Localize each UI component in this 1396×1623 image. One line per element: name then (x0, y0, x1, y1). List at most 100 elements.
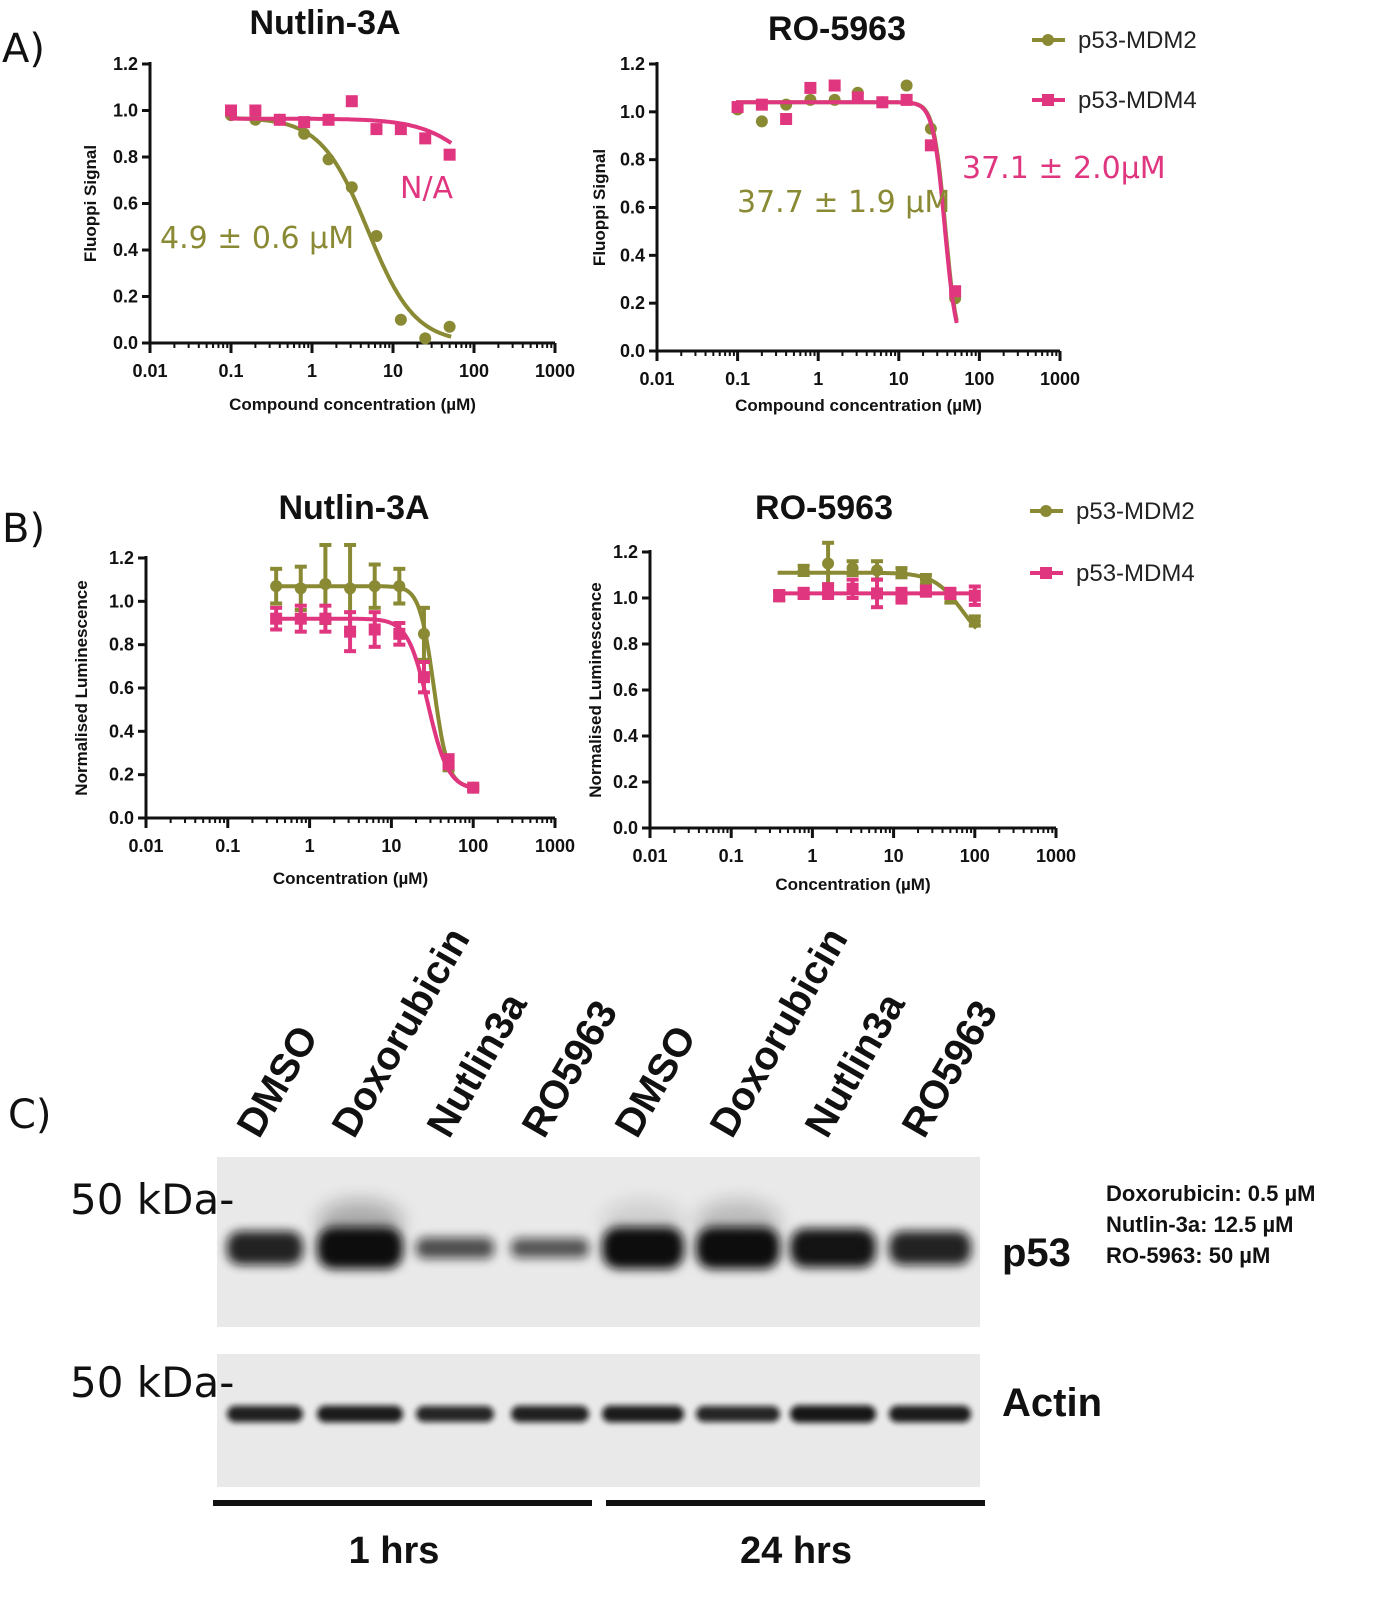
y-tick-label: 0.4 (113, 240, 138, 260)
series-mdm4 (270, 603, 480, 794)
data-point-mdm4 (344, 625, 357, 638)
p53-band (317, 1227, 403, 1269)
data-point-mdm2 (919, 573, 932, 586)
y-tick-label: 1.2 (113, 54, 138, 74)
ec50-annotation-mdm4: 37.1 ± 2.0µM (962, 151, 1166, 186)
data-point-mdm2 (393, 580, 406, 593)
p53-mw-marker: 50 kDa- (70, 1175, 234, 1224)
data-point-mdm4 (919, 585, 932, 598)
p53-band (227, 1231, 303, 1265)
data-point-mdm4 (298, 116, 311, 129)
legend-b-mdm4-marker (1040, 567, 1052, 579)
y-tick-label: 0.8 (613, 634, 638, 654)
data-point-mdm4 (273, 113, 286, 126)
western-blot: DMSODoxorubicinNutlin3aRO5963DMSODoxorub… (70, 920, 1315, 1572)
data-point-mdm2 (344, 582, 357, 595)
x-tick-label: 1 (305, 836, 315, 856)
data-point-mdm4 (443, 148, 456, 161)
data-point-mdm4 (345, 95, 358, 108)
panel-label-b: B) (2, 506, 45, 552)
x-tick-label: 1000 (535, 836, 575, 856)
x-tick-label: 1000 (535, 361, 575, 381)
x-tick-label: 1 (307, 361, 317, 381)
data-point-mdm4 (851, 91, 864, 104)
p53-band (511, 1238, 589, 1258)
x-axis-label: Concentration (µM) (273, 869, 428, 888)
legend-b-mdm4-label: p53-MDM4 (1076, 560, 1195, 587)
lane-label: DMSO (229, 1019, 327, 1145)
data-point-mdm2 (270, 580, 283, 593)
y-tick-label: 0.2 (620, 293, 645, 313)
data-point-mdm2 (755, 115, 768, 128)
actin-band (416, 1406, 494, 1422)
y-tick-label: 1.2 (613, 542, 638, 562)
actin-band (317, 1405, 403, 1423)
y-tick-label: 1.0 (613, 588, 638, 608)
p53-bands (227, 1200, 971, 1269)
data-point-mdm4 (249, 104, 262, 117)
x-tick-label: 0.1 (725, 369, 750, 389)
y-tick-label: 1.0 (620, 102, 645, 122)
actin-band (790, 1405, 876, 1423)
panel-label-c: C) (8, 1092, 52, 1138)
chart-title: Nutlin-3A (249, 4, 400, 42)
y-tick-label: 1.2 (109, 548, 134, 568)
data-point-mdm4 (393, 627, 406, 640)
legend-a-mdm2-marker (1042, 34, 1054, 46)
data-point-mdm4 (394, 123, 407, 136)
p53-band (602, 1227, 684, 1269)
data-point-mdm2 (322, 153, 335, 166)
x-tick-label: 1000 (1040, 369, 1080, 389)
series-mdm4 (773, 577, 981, 610)
data-point-mdm2 (900, 79, 913, 92)
y-tick-label: 0.6 (613, 680, 638, 700)
y-tick-label: 0.6 (113, 194, 138, 214)
actin-band (696, 1406, 780, 1422)
data-point-mdm2 (822, 557, 835, 570)
data-point-mdm4 (900, 93, 913, 106)
data-point-mdm4 (780, 113, 793, 126)
y-tick-label: 0.2 (113, 287, 138, 307)
series-mdm4 (225, 95, 456, 161)
x-tick-label: 1000 (1036, 846, 1076, 866)
y-axis-label: Normalised Luminescence (72, 580, 91, 795)
data-point-mdm4 (270, 612, 283, 625)
data-point-mdm4 (804, 81, 817, 94)
p53-band (416, 1237, 494, 1259)
data-point-mdm4 (773, 589, 786, 602)
actin-band (602, 1405, 684, 1423)
y-tick-label: 0.0 (109, 808, 134, 828)
time-label-24h: 24 hrs (740, 1530, 852, 1572)
data-point-mdm4 (846, 582, 859, 595)
x-tick-label: 100 (964, 369, 994, 389)
x-tick-label: 1 (813, 369, 823, 389)
y-axis-label: Fluoppi Signal (590, 149, 609, 266)
x-axis-label: Compound concentration (µM) (735, 396, 982, 415)
legend-a-mdm2-label: p53-MDM2 (1078, 27, 1197, 54)
data-point-mdm2 (294, 582, 307, 595)
chart-title: Nutlin-3A (278, 489, 429, 527)
data-point-mdm4 (294, 612, 307, 625)
lane-label: DMSO (607, 1019, 705, 1145)
data-point-mdm2 (298, 127, 311, 140)
data-point-mdm4 (225, 104, 237, 117)
y-axis-label: Fluoppi Signal (81, 145, 100, 262)
x-tick-label: 1 (807, 846, 817, 866)
legend-b: p53-MDM2 p53-MDM4 (1030, 498, 1195, 587)
x-tick-label: 0.01 (632, 846, 667, 866)
y-tick-label: 0.6 (109, 678, 134, 698)
panel-label-a: A) (2, 26, 45, 72)
p53-band (790, 1228, 876, 1268)
data-point-mdm2 (319, 578, 332, 590)
lane-label: RO5963 (894, 993, 1007, 1144)
actin-band (889, 1405, 971, 1423)
y-tick-label: 0.4 (620, 245, 645, 265)
data-point-mdm2 (345, 181, 358, 194)
data-point-mdm4 (370, 123, 383, 136)
data-point-mdm2 (846, 562, 859, 575)
x-tick-label: 100 (458, 836, 488, 856)
legend-a: p53-MDM2 p53-MDM4 (1032, 27, 1197, 114)
y-tick-label: 1.0 (109, 591, 134, 611)
data-point-mdm4 (319, 612, 332, 625)
x-tick-label: 0.1 (218, 361, 243, 381)
